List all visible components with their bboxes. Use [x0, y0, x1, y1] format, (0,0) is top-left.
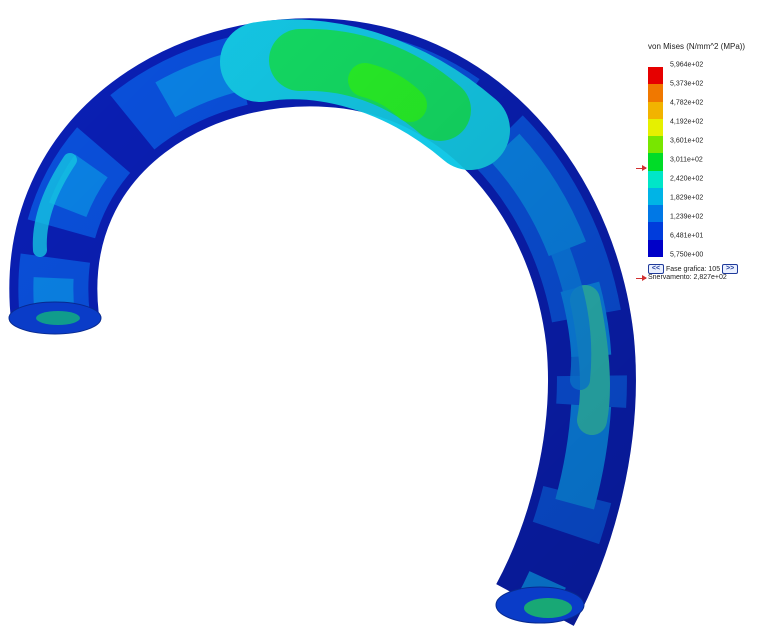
color-swatch	[648, 239, 663, 258]
tick-label: 2,420e+02	[670, 175, 704, 183]
tick-label: 1,829e+02	[670, 194, 704, 202]
color-swatch	[648, 118, 663, 137]
tick-label: 4,192e+02	[670, 118, 704, 126]
tube-end-right-inner	[524, 598, 572, 618]
plot-step-label: Fase grafica: 105	[666, 265, 721, 273]
tube-shading	[9, 18, 636, 626]
legend-title: von Mises (N/mm^2 (MPa))	[648, 42, 746, 51]
color-swatch	[648, 187, 663, 206]
color-swatch	[648, 170, 663, 189]
tick-label: 4,782e+02	[670, 99, 704, 107]
plot-step-control: << Fase grafica: 105 >>	[648, 264, 739, 274]
tick-label: 5,750e+00	[670, 251, 704, 259]
double-chevron-left-icon[interactable]: <<	[648, 264, 664, 274]
color-swatch	[648, 205, 663, 223]
color-swatch	[648, 101, 663, 120]
color-swatch	[648, 222, 663, 241]
color-swatch	[648, 84, 663, 103]
tick-label: 5,373e+02	[670, 80, 704, 88]
yield-arrow-scale	[636, 164, 647, 171]
yield-arrow-label	[636, 275, 647, 281]
tube-model[interactable]	[8, 18, 636, 626]
tick-label: 1,239e+02	[670, 213, 704, 221]
color-scale	[648, 67, 663, 302]
stress-legend: von Mises (N/mm^2 (MPa)) 5,964e+02 5,373e…	[636, 40, 783, 290]
double-chevron-right-icon[interactable]: >>	[722, 264, 739, 274]
yield-strength-label: Snervamento: 2,827e+02	[648, 274, 727, 281]
tick-label: 6,481e+01	[670, 232, 704, 240]
tick-label: 5,964e+02	[670, 61, 704, 69]
tick-label: 3,601e+02	[670, 137, 704, 145]
color-swatch	[648, 136, 663, 154]
tube-end-left-inner	[36, 311, 80, 325]
color-swatch	[648, 67, 663, 85]
tick-label: 3,011e+02	[670, 156, 703, 164]
color-swatch	[648, 153, 663, 172]
